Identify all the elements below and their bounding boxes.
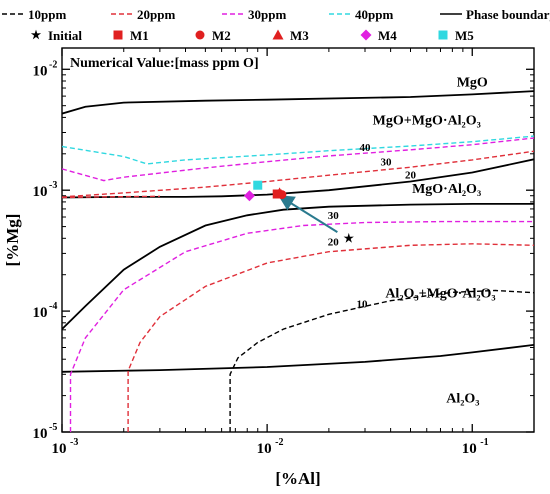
region-label-2: MgO+MgO·Al₂O₃ <box>373 113 481 128</box>
legend-marker-m4 <box>360 29 372 41</box>
iso-curve-30ppm <box>62 137 534 182</box>
region-label-4: Al₂O₃+MgO·Al₂O₃ <box>385 286 495 301</box>
phase-boundaries <box>62 90 534 373</box>
legend-label-initial: Initial <box>48 28 82 43</box>
y-tick-exponent-1: -5 <box>49 422 57 433</box>
legend-marker-m3 <box>272 29 284 40</box>
boundary-line-4 <box>62 344 534 373</box>
iso-curve-branch-5 <box>62 195 160 199</box>
region-label-3: MgO·Al₂O₃ <box>412 182 481 197</box>
legend-marker-initial <box>30 29 42 40</box>
legend-label-m3: M3 <box>290 28 309 43</box>
x-tick-label-3: 10 <box>462 441 477 457</box>
legend-marker-m5 <box>438 30 448 40</box>
data-point-m3 <box>274 187 286 198</box>
trend-arrow-line <box>278 195 338 233</box>
y-tick-exponent-3: -3 <box>49 180 57 191</box>
boundary-line-3 <box>62 203 534 330</box>
legend-label-40ppm: 40ppm <box>355 7 393 22</box>
x-tick-exponent-2: -2 <box>275 437 283 448</box>
y-tick-label-4: 10 <box>33 63 48 79</box>
curve-labels: 40 30 20 30 20 10 <box>328 142 417 310</box>
legend-label-m1: M1 <box>130 28 149 43</box>
legend-label-10ppm: 10ppm <box>28 7 66 22</box>
iso-curve-10ppm <box>229 289 534 432</box>
iso-curve-branch-7 <box>127 243 534 432</box>
region-label-1: MgO <box>457 76 488 91</box>
curve-label-6: 10 <box>356 299 368 311</box>
legend-label-phase-boundary-line: Phase boundary line <box>466 7 550 22</box>
axes: 10 -3 10 -2 10 -110 -510 -410 -310 -2 <box>33 48 534 457</box>
trend-arrow <box>278 195 338 233</box>
curve-label-5: 20 <box>328 236 340 248</box>
x-tick-exponent-1: -3 <box>70 437 78 448</box>
iso-curve-40ppm <box>62 135 534 165</box>
legend: 10ppm 20ppm 30ppm 40ppm Phase boundary line I… <box>2 7 550 43</box>
data-point-m5 <box>253 180 263 190</box>
y-axis-label: [%Mg] <box>3 214 22 267</box>
y-tick-label-1: 10 <box>33 426 48 442</box>
data-point-m4 <box>243 190 255 202</box>
y-tick-exponent-2: -4 <box>49 301 57 312</box>
y-tick-label-2: 10 <box>33 305 48 321</box>
data-point-initial <box>343 232 354 243</box>
legend-label-30ppm: 30ppm <box>248 7 286 22</box>
legend-marker-m2 <box>195 30 205 40</box>
curve-label-2: 30 <box>381 157 393 169</box>
legend-label-m5: M5 <box>455 28 474 43</box>
legend-label-20ppm: 20ppm <box>137 7 175 22</box>
x-tick-exponent-3: -1 <box>480 437 488 448</box>
y-tick-label-3: 10 <box>33 184 48 200</box>
x-axis-label: [%Al] <box>275 469 320 488</box>
iso-curve-branch-6 <box>69 220 534 432</box>
iso-curve-20ppm <box>62 150 534 198</box>
y-tick-exponent-4: -2 <box>49 59 57 70</box>
x-tick-label-1: 10 <box>52 441 67 457</box>
boundary-line-1 <box>62 90 534 115</box>
measurement-points <box>243 180 354 243</box>
legend-label-m2: M2 <box>212 28 231 43</box>
curve-label-3: 20 <box>405 169 417 181</box>
region-label-5: Al₂O₃ <box>446 392 479 407</box>
curve-label-1: 40 <box>359 142 371 154</box>
iso-oxygen-curves <box>62 135 534 432</box>
annotation-label: Numerical Value:[mass ppm O] <box>70 56 259 71</box>
plot-frame <box>61 47 535 433</box>
region-labels: MgO MgO+MgO·Al₂O₃ MgO·Al₂O₃ Al₂O₃+MgO·Al₂O₃… <box>373 76 496 407</box>
legend-label-m4: M4 <box>378 28 397 43</box>
x-tick-label-2: 10 <box>257 441 272 457</box>
curve-label-4: 30 <box>328 210 340 222</box>
legend-marker-m1 <box>113 30 123 40</box>
